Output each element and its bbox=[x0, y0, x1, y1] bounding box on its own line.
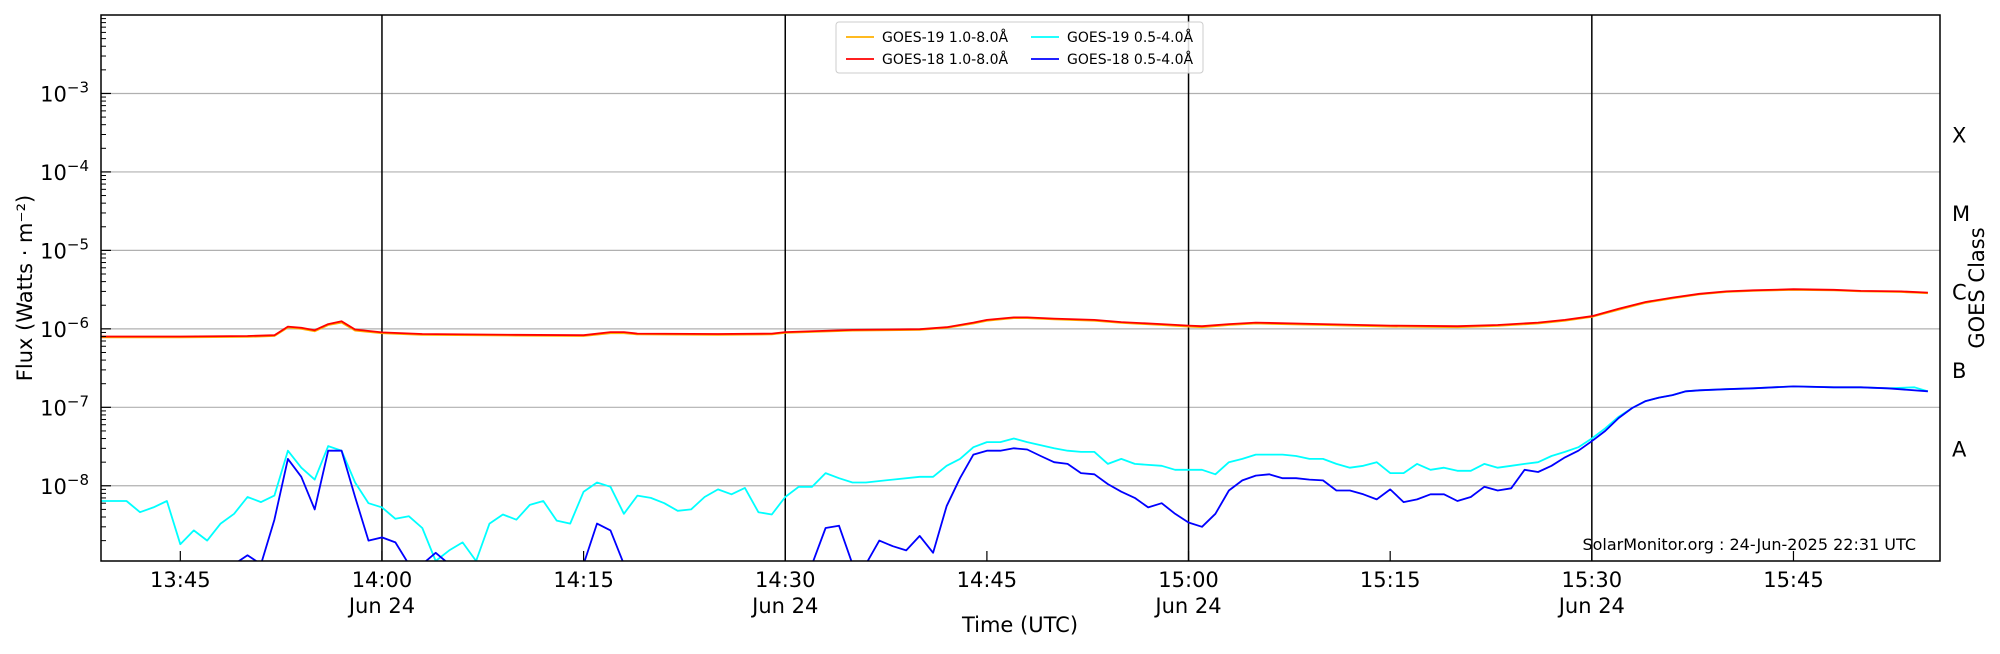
x-tick-date-label: Jun 24 bbox=[1557, 594, 1625, 618]
y-tick-label: 10−6 bbox=[40, 314, 89, 342]
y-axis-label: Flux (Watts · m⁻²) bbox=[13, 195, 37, 381]
y-tick-base: 10 bbox=[40, 396, 67, 420]
y-tick-label: 10−4 bbox=[40, 157, 89, 185]
x-axis-label: Time (UTC) bbox=[961, 613, 1078, 637]
x-tick-label: 13:45 bbox=[150, 568, 211, 592]
y-tick-exponent: −4 bbox=[67, 157, 89, 175]
legend-label: GOES-19 0.5-4.0Å bbox=[1067, 29, 1193, 46]
goes-class-label: X bbox=[1952, 123, 1966, 147]
day-lines bbox=[381, 15, 1593, 561]
goes-class-label: M bbox=[1952, 202, 1970, 226]
x-tick-date-label: Jun 24 bbox=[750, 594, 818, 618]
legend-box bbox=[835, 21, 1204, 74]
x-tick-label: 15:00 bbox=[1158, 568, 1219, 592]
x-tick-label: 14:15 bbox=[553, 568, 614, 592]
y-tick-label: 10−7 bbox=[40, 392, 89, 420]
x-tick-label: 14:45 bbox=[957, 568, 1018, 592]
series-line-1 bbox=[101, 288, 1928, 339]
y-tick-base: 10 bbox=[40, 82, 67, 106]
goes-class-label: C bbox=[1952, 280, 1967, 304]
series-line-4 bbox=[237, 385, 1928, 561]
y-tick-exponent: −5 bbox=[67, 235, 89, 253]
x-tick-label: 15:45 bbox=[1763, 568, 1824, 592]
y-tick-base: 10 bbox=[40, 239, 67, 263]
legend-label: GOES-19 1.0-8.0Å bbox=[882, 29, 1008, 46]
watermark-annotation: SolarMonitor.org : 24-Jun-2025 22:31 UTC bbox=[1582, 535, 1916, 554]
x-tick-date-label: Jun 24 bbox=[1153, 594, 1221, 618]
legend: GOES-19 1.0-8.0Å GOES-18 1.0-8.0Å GOES-19 … bbox=[835, 21, 1204, 74]
series-line-2 bbox=[101, 288, 1928, 338]
legend-label: GOES-18 1.0-8.0Å bbox=[882, 51, 1008, 68]
legend-label: GOES-18 0.5-4.0Å bbox=[1067, 51, 1193, 68]
plot-frame bbox=[100, 14, 1941, 562]
x-tick-label: 15:15 bbox=[1360, 568, 1421, 592]
x-tick-label: 15:30 bbox=[1562, 568, 1623, 592]
y-tick-exponent: −6 bbox=[67, 314, 89, 332]
x-tick-label: 14:00 bbox=[352, 568, 413, 592]
y-tick-exponent: −3 bbox=[67, 78, 89, 96]
y-tick-base: 10 bbox=[40, 318, 67, 342]
grid-lines bbox=[101, 92, 1940, 487]
y-tick-exponent: −8 bbox=[67, 471, 89, 489]
y-tick-label: 10−3 bbox=[40, 78, 89, 106]
y-axis-right-label: GOES Class bbox=[1965, 227, 1989, 348]
goes-class-axis: X M C B A bbox=[1952, 123, 1970, 461]
y-tick-label: 10−8 bbox=[40, 471, 89, 499]
y-tick-label: 10−5 bbox=[40, 235, 89, 263]
y-tick-base: 10 bbox=[40, 475, 67, 499]
goes-class-label: B bbox=[1952, 359, 1966, 383]
y-tick-exponent: −7 bbox=[67, 392, 89, 410]
x-tick-label: 14:30 bbox=[755, 568, 816, 592]
y-tick-base: 10 bbox=[40, 161, 67, 185]
x-tick-date-label: Jun 24 bbox=[347, 594, 415, 618]
y-axis: 10−310−410−510−610−710−8 bbox=[40, 18, 111, 542]
goes-class-label: A bbox=[1952, 437, 1967, 461]
series-line-3 bbox=[101, 385, 1929, 561]
series-lines bbox=[101, 288, 1929, 561]
